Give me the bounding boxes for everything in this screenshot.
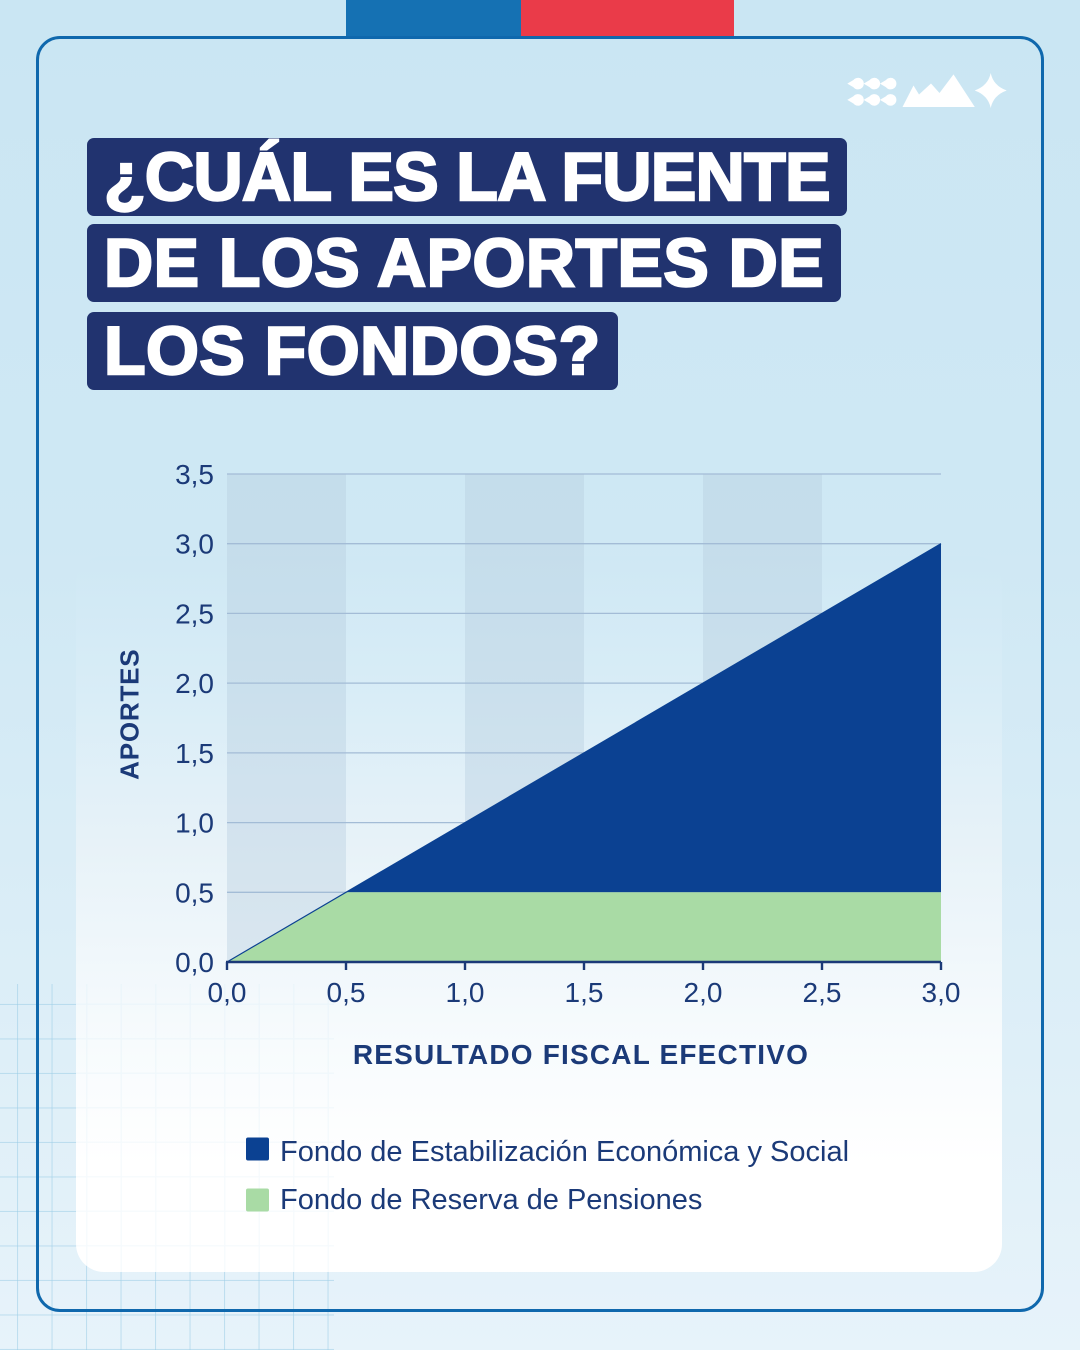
- svg-text:0,0: 0,0: [208, 977, 247, 1008]
- svg-text:Fondo de Reserva de Pensiones: Fondo de Reserva de Pensiones: [280, 1184, 702, 1216]
- svg-text:3,0: 3,0: [922, 977, 961, 1008]
- svg-text:2,5: 2,5: [175, 598, 214, 629]
- svg-text:3,0: 3,0: [175, 529, 214, 560]
- svg-text:3,5: 3,5: [175, 459, 214, 490]
- svg-text:1,0: 1,0: [446, 977, 485, 1008]
- svg-text:Fondo de Estabilización Económ: Fondo de Estabilización Económica y Soci…: [280, 1136, 849, 1168]
- svg-text:RESULTADO FISCAL EFECTIVO: RESULTADO FISCAL EFECTIVO: [353, 1039, 809, 1070]
- svg-text:1,5: 1,5: [175, 738, 214, 769]
- svg-text:APORTES: APORTES: [115, 649, 145, 780]
- svg-text:1,0: 1,0: [175, 808, 214, 839]
- svg-text:0,5: 0,5: [327, 977, 366, 1008]
- svg-text:2,0: 2,0: [175, 668, 214, 699]
- svg-text:2,5: 2,5: [803, 977, 842, 1008]
- svg-text:0,5: 0,5: [175, 877, 214, 908]
- svg-text:1,5: 1,5: [565, 977, 604, 1008]
- svg-text:0,0: 0,0: [175, 947, 214, 978]
- svg-text:2,0: 2,0: [684, 977, 723, 1008]
